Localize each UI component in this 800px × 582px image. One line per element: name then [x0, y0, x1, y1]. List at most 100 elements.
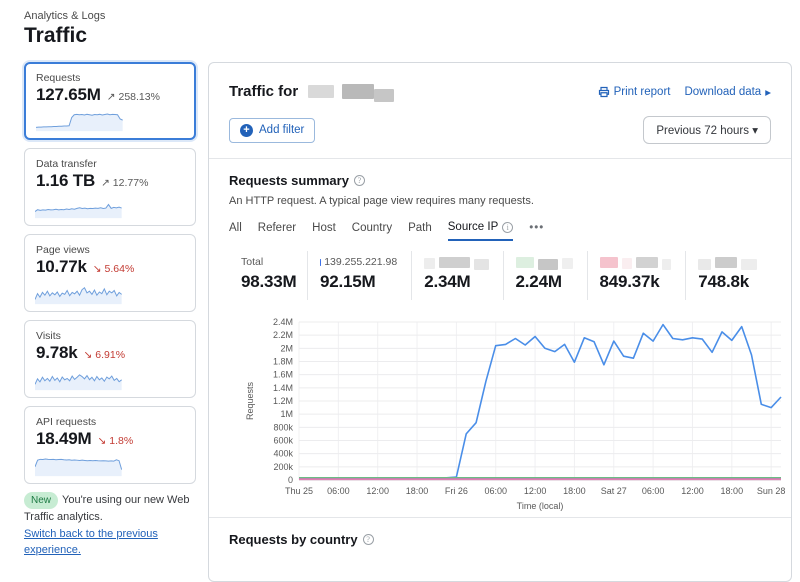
metric-change: ↘ 5.64%: [93, 263, 135, 275]
metric-value: 1.16 TB: [36, 171, 95, 191]
requests-summary-description: An HTTP request. A typical page view req…: [229, 195, 771, 207]
metric-change: ↘ 1.8%: [98, 435, 134, 447]
x-tick-label: 06:00: [327, 486, 350, 496]
x-tick-label: Fri 26: [445, 486, 468, 496]
tab-source-ip[interactable]: Source IP i: [448, 221, 514, 241]
stat-col-redacted[interactable]: 2.34M: [411, 251, 502, 300]
metric-value: 9.78k: [36, 343, 78, 363]
x-axis-title: Time (local): [517, 501, 564, 511]
page-header: Analytics & Logs Traffic: [24, 10, 105, 48]
down-arrow-icon: ↘: [84, 349, 93, 361]
down-arrow-icon: ↘: [93, 263, 102, 275]
panel-title: Traffic for: [229, 83, 298, 100]
redacted-label: [698, 259, 711, 270]
y-axis-title: Requests: [245, 381, 255, 420]
metric-value: 10.77k: [36, 257, 87, 277]
requests-by-country-title: Requests by country: [229, 532, 358, 547]
redacted-label: [516, 257, 534, 268]
y-tick-label: 2.2M: [273, 330, 293, 340]
x-tick-label: 12:00: [366, 486, 389, 496]
help-icon[interactable]: ?: [363, 534, 374, 545]
x-tick-label: Thu 25: [285, 486, 313, 496]
metric-label: Data transfer: [36, 158, 184, 170]
tab-country[interactable]: Country: [352, 222, 392, 240]
redacted-label: [622, 258, 633, 269]
sparkline: [35, 193, 122, 219]
metric-change: ↘ 6.91%: [84, 349, 126, 361]
stat-value: 849.37k: [600, 272, 672, 292]
requests-summary-title: Requests summary: [229, 173, 349, 188]
help-icon[interactable]: ?: [354, 175, 365, 186]
x-tick-label: 12:00: [681, 486, 704, 496]
y-tick-label: 800k: [273, 422, 293, 432]
redacted-label: [538, 259, 558, 270]
x-tick-label: 18:00: [406, 486, 429, 496]
y-tick-label: 400k: [273, 449, 293, 459]
print-report-link[interactable]: Print report: [598, 86, 671, 98]
metric-value: 18.49M: [36, 429, 92, 449]
redacted-label: [636, 257, 658, 268]
y-tick-label: 1.2M: [273, 396, 293, 406]
download-data-link[interactable]: Download data ▸: [684, 85, 771, 99]
expand-right-icon: ▸: [765, 85, 771, 99]
redacted-label: [562, 258, 573, 269]
stat-label-text: 139.255.221.98: [324, 256, 397, 268]
metric-label: Visits: [36, 330, 184, 342]
tab-referer[interactable]: Referer: [258, 222, 296, 240]
requests-by-country-section: Requests by country ?: [209, 518, 791, 561]
redacted-label: [474, 259, 489, 270]
stat-col-redacted[interactable]: 2.24M: [503, 251, 587, 300]
y-tick-label: 1M: [280, 409, 293, 419]
stat-value: 98.33M: [241, 272, 293, 292]
dimension-tabs: All Referer Host Country Path Source IP i •••: [229, 221, 771, 241]
sparkline: [35, 451, 122, 477]
page-title: Traffic: [24, 24, 105, 48]
y-tick-label: 2.4M: [273, 317, 293, 327]
y-tick-label: 1.4M: [273, 383, 293, 393]
tab-all[interactable]: All: [229, 222, 242, 240]
requests-summary-section: Requests summary ? An HTTP request. A ty…: [209, 159, 791, 517]
x-tick-label: Sun 28: [757, 486, 786, 496]
y-tick-label: 1.8M: [273, 357, 293, 367]
redacted-zone-name: [342, 84, 374, 99]
tab-host[interactable]: Host: [312, 222, 336, 240]
breadcrumb: Analytics & Logs: [24, 10, 105, 22]
sparkline: [36, 106, 123, 132]
y-tick-label: 1.6M: [273, 370, 293, 380]
add-filter-button[interactable]: + Add filter: [229, 118, 315, 143]
redacted-label: [662, 259, 671, 270]
redacted-label: [424, 258, 435, 269]
info-icon[interactable]: i: [502, 222, 513, 233]
panel-header: Traffic for Print report Download data ▸…: [209, 63, 791, 158]
up-arrow-icon: ↗: [101, 177, 110, 189]
stat-col-139-255-221-98[interactable]: 139.255.221.98 92.15M: [307, 251, 411, 300]
redacted-zone-name: [308, 85, 334, 98]
metric-label: Page views: [36, 244, 184, 256]
stat-col-redacted[interactable]: 849.37k: [587, 251, 686, 300]
redacted-zone-name: [374, 89, 394, 102]
stat-value: 2.34M: [424, 272, 488, 292]
x-tick-label: 06:00: [484, 486, 507, 496]
y-tick-label: 0: [288, 475, 293, 485]
time-range-dropdown[interactable]: Previous 72 hours ▾: [643, 116, 771, 144]
x-tick-label: 12:00: [524, 486, 547, 496]
new-badge: New: [24, 492, 58, 509]
x-tick-label: 06:00: [642, 486, 665, 496]
metric-value: 127.65M: [36, 85, 101, 105]
tab-more[interactable]: •••: [529, 222, 544, 240]
metric-label: Requests: [36, 72, 184, 84]
tab-path[interactable]: Path: [408, 222, 432, 240]
stat-value: 92.15M: [320, 272, 397, 292]
caret-down-icon: ▾: [752, 125, 758, 137]
redacted-label: [741, 259, 757, 270]
stat-col-redacted[interactable]: 748.8k: [685, 251, 771, 300]
